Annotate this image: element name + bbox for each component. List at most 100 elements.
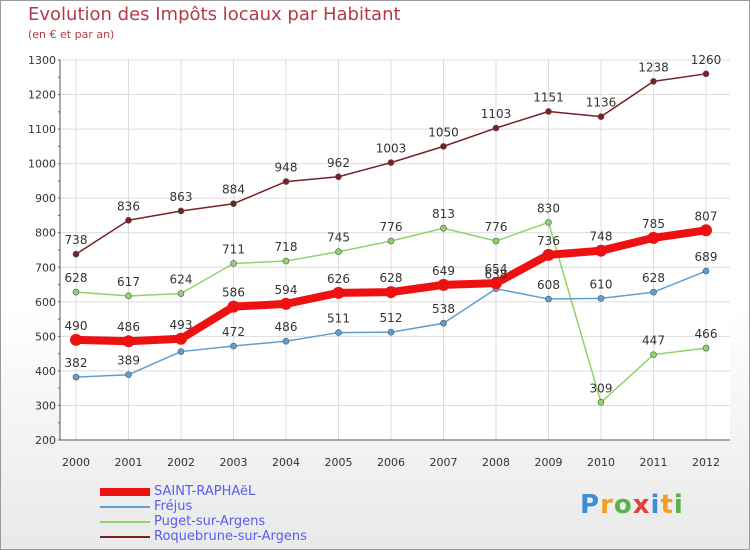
data-point-puget-sur-argens bbox=[597, 399, 605, 406]
data-point-puget-sur-argens bbox=[125, 292, 132, 300]
data-point-saint-raphael bbox=[700, 224, 712, 237]
data-label-puget-sur-argens: 813 bbox=[432, 207, 455, 221]
legend-swatch-saint-raphael bbox=[100, 487, 150, 496]
x-tick-label: 2006 bbox=[377, 456, 405, 469]
data-point-saint-raphael bbox=[122, 335, 135, 348]
y-tick-label: 900 bbox=[35, 192, 56, 205]
data-point-frejus bbox=[702, 267, 710, 275]
legend-item-puget-sur-argens[interactable]: Puget-sur-Argens bbox=[100, 514, 307, 529]
data-label-saint-raphael: 748 bbox=[590, 230, 613, 244]
data-label-puget-sur-argens: 309 bbox=[590, 381, 613, 395]
data-label-frejus: 638 bbox=[485, 268, 508, 282]
data-point-roquebrune-sur-argens bbox=[177, 207, 185, 215]
data-label-roquebrune-sur-argens: 1103 bbox=[481, 107, 512, 121]
y-tick-label: 1000 bbox=[28, 158, 56, 171]
legend: SAINT-RAPHAëL Fréjus Puget-sur-Argens Ro… bbox=[100, 484, 307, 544]
data-point-puget-sur-argens bbox=[545, 219, 552, 226]
data-label-saint-raphael: 654 bbox=[485, 262, 508, 276]
data-point-frejus bbox=[177, 348, 185, 355]
data-label-puget-sur-argens: 617 bbox=[117, 275, 140, 289]
data-label-saint-raphael: 486 bbox=[117, 320, 140, 334]
data-point-roquebrune-sur-argens bbox=[597, 113, 605, 120]
data-point-frejus bbox=[230, 342, 237, 350]
data-point-saint-raphael bbox=[647, 231, 660, 244]
data-point-frejus bbox=[440, 319, 447, 327]
data-point-puget-sur-argens bbox=[440, 224, 447, 232]
y-tick-label: 500 bbox=[35, 330, 56, 343]
x-tick-label: 2003 bbox=[220, 456, 248, 469]
data-label-saint-raphael: 490 bbox=[65, 319, 88, 333]
y-tick-label: 1300 bbox=[28, 54, 56, 67]
legend-label-roquebrune-sur-argens: Roquebrune-sur-Argens bbox=[154, 529, 307, 544]
data-point-puget-sur-argens bbox=[72, 288, 80, 296]
x-tick-label: 2010 bbox=[587, 456, 615, 469]
legend-item-roquebrune-sur-argens[interactable]: Roquebrune-sur-Argens bbox=[100, 529, 307, 544]
data-point-puget-sur-argens bbox=[492, 237, 500, 245]
legend-label-saint-raphael: SAINT-RAPHAëL bbox=[154, 484, 256, 499]
data-label-saint-raphael: 628 bbox=[380, 271, 403, 285]
data-point-roquebrune-sur-argens bbox=[335, 173, 342, 181]
logo-letter: i bbox=[673, 490, 684, 520]
x-tick-label: 2004 bbox=[272, 456, 300, 469]
grid-layer bbox=[60, 59, 730, 441]
legend-label-frejus: Fréjus bbox=[154, 499, 193, 514]
data-label-roquebrune-sur-argens: 738 bbox=[65, 233, 88, 247]
data-point-frejus bbox=[282, 337, 290, 345]
x-tick-label: 2012 bbox=[692, 456, 720, 469]
data-label-frejus: 382 bbox=[65, 356, 88, 370]
data-label-puget-sur-argens: 466 bbox=[695, 327, 718, 341]
data-label-frejus: 538 bbox=[432, 302, 455, 316]
x-tick-label: 2007 bbox=[430, 456, 458, 469]
data-point-roquebrune-sur-argens bbox=[125, 216, 132, 224]
logo-letter: i bbox=[650, 490, 661, 520]
data-label-puget-sur-argens: 745 bbox=[327, 231, 350, 245]
legend-label-puget-sur-argens: Puget-sur-Argens bbox=[154, 514, 266, 529]
data-point-roquebrune-sur-argens bbox=[545, 108, 552, 115]
data-point-frejus bbox=[335, 329, 342, 336]
y-tick-label: 800 bbox=[35, 227, 56, 240]
data-label-frejus: 389 bbox=[117, 354, 140, 368]
data-point-frejus bbox=[650, 288, 657, 296]
data-label-saint-raphael: 626 bbox=[327, 272, 350, 286]
data-label-roquebrune-sur-argens: 962 bbox=[327, 156, 350, 170]
data-label-puget-sur-argens: 776 bbox=[485, 220, 508, 234]
chart-subtitle: (en € et par an) bbox=[28, 28, 115, 41]
logo-letter: t bbox=[660, 490, 674, 520]
data-label-frejus: 511 bbox=[327, 312, 350, 326]
x-tick-label: 2009 bbox=[535, 456, 563, 469]
data-label-roquebrune-sur-argens: 1050 bbox=[428, 125, 459, 139]
data-point-saint-raphael bbox=[595, 244, 607, 257]
data-label-frejus: 610 bbox=[590, 277, 613, 291]
data-point-saint-raphael bbox=[332, 286, 345, 299]
data-label-saint-raphael: 493 bbox=[170, 318, 193, 332]
data-label-frejus: 472 bbox=[222, 325, 245, 339]
data-point-saint-raphael bbox=[490, 277, 502, 290]
data-point-saint-raphael bbox=[175, 332, 187, 345]
proxiti-logo: Proxiti bbox=[580, 490, 684, 520]
logo-letter: o bbox=[613, 490, 633, 520]
chart-title: Evolution des Impôts locaux par Habitant bbox=[28, 4, 401, 25]
data-label-roquebrune-sur-argens: 884 bbox=[222, 183, 245, 197]
data-label-roquebrune-sur-argens: 836 bbox=[117, 199, 140, 213]
x-tick-label: 2000 bbox=[62, 456, 90, 469]
data-label-roquebrune-sur-argens: 1003 bbox=[376, 142, 407, 156]
data-point-puget-sur-argens bbox=[177, 290, 185, 297]
axis-layer: 200 300 400 500 600 700 800 900 1000 1100 1200 1300… bbox=[28, 54, 730, 469]
data-label-saint-raphael: 586 bbox=[222, 286, 245, 300]
legend-item-frejus[interactable]: Fréjus bbox=[100, 499, 307, 514]
series-layer bbox=[70, 70, 712, 406]
data-label-roquebrune-sur-argens: 1260 bbox=[691, 53, 722, 67]
legend-swatch-frejus bbox=[100, 505, 150, 508]
data-point-saint-raphael bbox=[280, 297, 292, 310]
data-label-frejus: 628 bbox=[642, 271, 665, 285]
x-tick-label: 2005 bbox=[325, 456, 353, 469]
legend-item-saint-raphael[interactable]: SAINT-RAPHAëL bbox=[100, 484, 307, 499]
data-label-puget-sur-argens: 711 bbox=[222, 242, 245, 256]
data-point-roquebrune-sur-argens bbox=[650, 78, 657, 85]
data-label-puget-sur-argens: 447 bbox=[642, 334, 665, 348]
data-label-roquebrune-sur-argens: 1136 bbox=[586, 96, 617, 110]
y-tick-label: 300 bbox=[35, 399, 56, 412]
data-point-roquebrune-sur-argens bbox=[282, 178, 290, 185]
data-label-roquebrune-sur-argens: 863 bbox=[170, 190, 193, 204]
data-point-roquebrune-sur-argens bbox=[72, 250, 80, 258]
